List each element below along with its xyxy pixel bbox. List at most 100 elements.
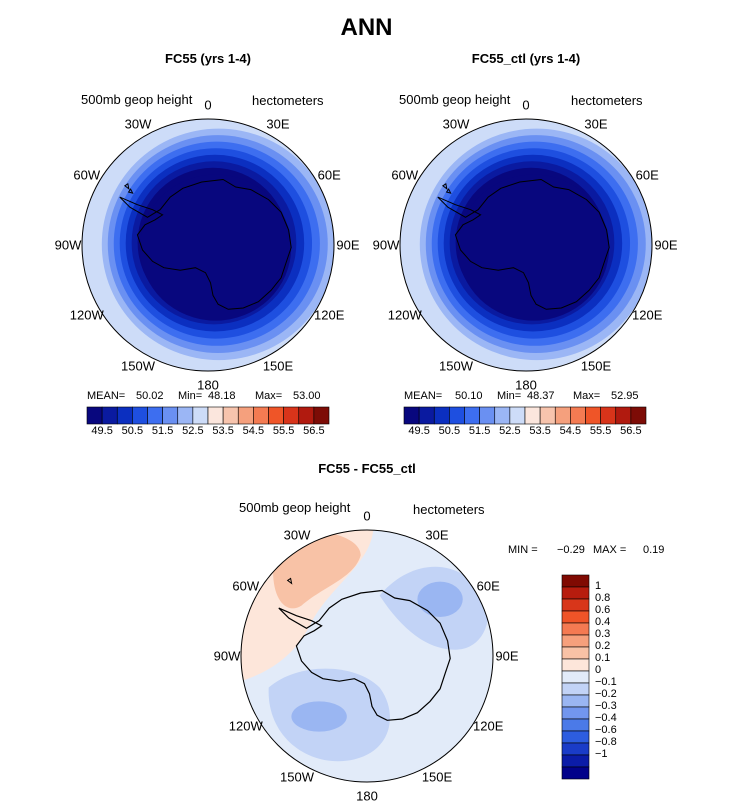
- diff-colorbar-swatch: [561, 694, 590, 708]
- panel-2-band-core: [457, 174, 610, 321]
- diff-colorbar-tick: 1: [595, 580, 602, 592]
- panel-1-antarctica-outline: [119, 178, 292, 310]
- diff-lon-label: 90E: [495, 648, 519, 664]
- diff-lon-label: 120W: [228, 718, 263, 734]
- diff-colorbar-swatch: [561, 682, 590, 696]
- panel-1-colorbar-tick: 50.5: [121, 425, 144, 437]
- diff-field: [241, 530, 493, 782]
- diff-lon-label: 90W: [213, 648, 241, 664]
- diff-antarctica-outline: [278, 589, 451, 721]
- panel-1-max-label: Max=: [255, 390, 283, 402]
- diff-colorbar-tick: 0: [595, 664, 602, 676]
- diff-max-value: 0.19: [643, 544, 665, 556]
- diff-colorbar-swatch: [561, 658, 590, 672]
- figure-title: ANN: [340, 14, 393, 41]
- diff-colorbar-swatch: [561, 622, 590, 636]
- diff-units-label: hectometers: [413, 502, 485, 517]
- panel-1-title: FC55 (yrs 1-4): [165, 51, 251, 66]
- diff-lon-label: 60W: [232, 578, 260, 594]
- diff-colorbar-tick: 0.1: [595, 652, 611, 664]
- diff-colorbar-tick: −0.3: [595, 700, 617, 712]
- panel-1-colorbar-tick: 52.5: [182, 425, 204, 437]
- panel-2-colorbar-tick: 56.5: [620, 425, 642, 437]
- panel-1-lon-label: 150W: [121, 358, 155, 374]
- diff-colorbar-swatch: [561, 730, 590, 744]
- diff-lon-label: 0: [363, 508, 371, 524]
- panel-1-units-label: hectometers: [252, 93, 324, 108]
- diff-colorbar-tick: 0.4: [595, 616, 611, 628]
- panel-1-lon-label: 120E: [314, 307, 345, 323]
- diff-colorbar-tick: 0.8: [595, 592, 611, 604]
- panel-2-lon-label: 180: [515, 377, 537, 393]
- panel-2-island: [445, 188, 452, 194]
- panel-2-map-border: [399, 118, 653, 372]
- diff-colorbar-swatch: [561, 718, 590, 732]
- panel-2-mean-label: MEAN=: [404, 390, 443, 402]
- panel-1-lon-label: 30E: [266, 116, 290, 132]
- diff-colorbar-swatch: [561, 646, 590, 660]
- diff-colorbar-swatch: [561, 574, 590, 588]
- panel-2-colorbar-swatch: [630, 406, 647, 425]
- panel-1-lon-label: 120W: [69, 307, 104, 323]
- panel-1-colorbar-swatch: [313, 406, 330, 425]
- diff-lon-label: 30W: [283, 527, 311, 543]
- diff-colorbar-swatch: [561, 586, 590, 600]
- panel-2-lon-label: 150W: [439, 358, 473, 374]
- panel-1-colorbar-tick: 56.5: [303, 425, 325, 437]
- panel-2-antarctica-outline: [437, 178, 610, 310]
- panel-2-title: FC55_ctl (yrs 1-4): [471, 51, 581, 66]
- panel-1-colorbar-tick: 55.5: [272, 425, 295, 437]
- panel-1-lon-label: 150E: [262, 358, 294, 374]
- panel-1-colorbar-tick: 49.5: [91, 425, 113, 437]
- panel-2-mean-value: 50.10: [455, 390, 483, 402]
- diff-colorbar-tick: −0.1: [595, 676, 617, 688]
- diff-colorbar-tick: −0.4: [595, 712, 617, 724]
- panel-1-lon-label: 60E: [317, 167, 341, 183]
- panel-1-lon-label: 90E: [336, 237, 360, 253]
- panel-1-band-core: [139, 174, 292, 321]
- diff-colorbar-tick: −0.2: [595, 688, 617, 700]
- panel-2-units-label: hectometers: [571, 93, 643, 108]
- diff-region-neg-0.3: [417, 581, 463, 617]
- panel-2-lon-label: 90W: [372, 237, 400, 253]
- panel-2-lon-label: 120W: [387, 307, 422, 323]
- diff-colorbar-swatch: [561, 766, 590, 780]
- panel-2-colorbar-tick: 50.5: [438, 425, 461, 437]
- panel-1-min-label: Min=: [178, 390, 203, 402]
- diff-colorbar-tick: −1: [595, 748, 608, 760]
- diff-colorbar-swatch: [561, 742, 590, 756]
- panel-1-lon-label: 30W: [124, 116, 152, 132]
- panel-1-min-value: 48.18: [208, 390, 236, 402]
- diff-max-label: MAX =: [593, 544, 627, 556]
- panel-2-lon-label: 60W: [391, 167, 419, 183]
- diff-lon-label: 30E: [425, 527, 449, 543]
- panel-1-lon-label: 0: [204, 97, 212, 113]
- panel-2-colorbar-tick: 54.5: [559, 425, 582, 437]
- panel-1-map-border: [81, 118, 335, 372]
- diff-colorbar-tick: 0.3: [595, 628, 611, 640]
- panel-2-max-value: 52.95: [611, 390, 639, 402]
- panel-2-colorbar-tick: 49.5: [408, 425, 430, 437]
- panel-1-island: [123, 182, 130, 190]
- diff-colorbar-swatch: [561, 634, 590, 648]
- panel-1-island: [127, 188, 134, 194]
- panel-2-lon-label: 60E: [635, 167, 659, 183]
- diff-min-value: −0.29: [557, 544, 585, 556]
- panel-2-colorbar-tick: 51.5: [468, 425, 491, 437]
- diff-lon-label: 120E: [473, 718, 504, 734]
- panel-2-lon-label: 30W: [442, 116, 470, 132]
- panel-2-lon-label: 150E: [580, 358, 612, 374]
- panel-1-mean-label: MEAN=: [87, 390, 126, 402]
- diff-map-border: [240, 529, 494, 783]
- diff-colorbar-tick: 0.6: [595, 604, 611, 616]
- panel-2-min-value: 48.37: [527, 390, 555, 402]
- diff-colorbar-tick: 0.2: [595, 640, 611, 652]
- panel-1-lon-label: 90W: [54, 237, 82, 253]
- diff-region-neg-0.3: [291, 701, 347, 732]
- panel-1-max-value: 53.00: [293, 390, 321, 402]
- panel-2-lon-label: 90E: [654, 237, 678, 253]
- diff-colorbar-swatch: [561, 610, 590, 624]
- panel-2-field: [400, 119, 652, 371]
